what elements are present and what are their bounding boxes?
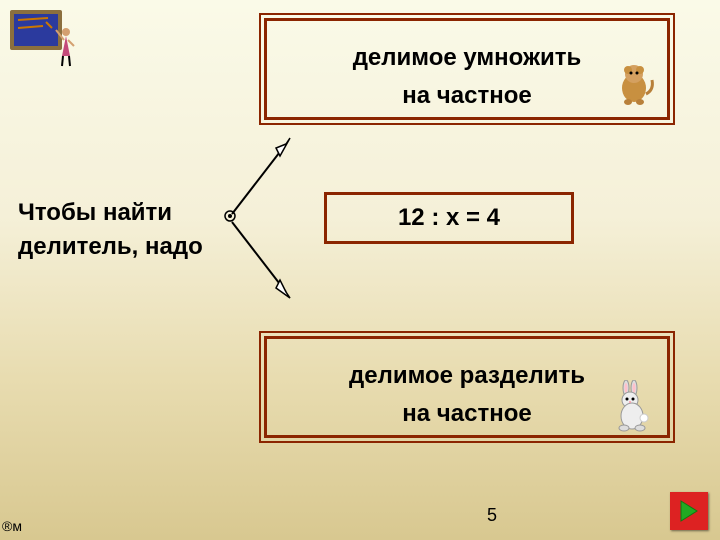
option-bottom-line1: делимое разделить [287,357,647,395]
bunny-icon [608,380,658,432]
arrow-bottom-icon [228,218,296,304]
prompt-content: Чтобы найти делитель, надо [18,199,203,260]
option-bottom-line2: на частное [287,395,647,433]
next-arrow-icon [679,499,699,523]
option-top-line2: на частное [287,77,647,115]
page-number: 5 [487,505,497,526]
monkey-icon [610,60,658,108]
next-button[interactable] [670,492,708,530]
chalkboard-icon [8,8,78,70]
option-top-line1: делимое умножить [287,39,647,77]
equation-box: 12 : х = 4 [324,192,574,244]
prompt-text: Чтобы найти делитель, надо [18,196,203,263]
equation-text: 12 : х = 4 [398,204,500,232]
arrow-top-icon [228,132,296,218]
trademark-label: ®м [2,518,22,534]
